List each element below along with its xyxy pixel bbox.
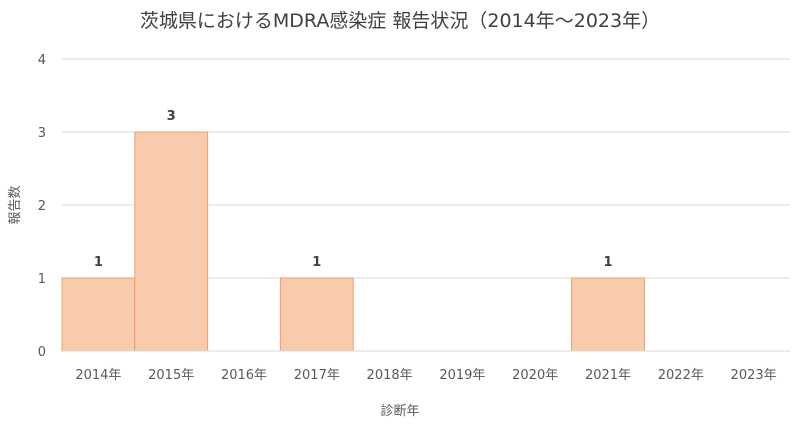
x-axis-label: 診断年 (380, 403, 419, 419)
y-axis-label: 報告数 (8, 185, 23, 224)
bars (61, 131, 645, 352)
y-tick-label: 0 (38, 345, 46, 360)
x-tick-label: 2016年 (221, 368, 267, 383)
x-axis-ticks: 2014年 2015年 2016年 2017年 2018年 2019年 2020年 2021年… (75, 368, 776, 383)
bar (279, 277, 354, 352)
x-tick-label: 2014年 (75, 368, 121, 383)
bar (134, 131, 209, 352)
x-tick-label: 2023年 (731, 368, 777, 383)
y-tick-label: 4 (38, 53, 46, 68)
data-labels: 1 3 1 1 (94, 109, 613, 270)
chart-title: 茨城県におけるMDRA感染症 報告状況（2014年～2023年） (140, 10, 660, 32)
y-axis-ticks: 0 1 2 3 4 (38, 53, 46, 360)
x-tick-label: 2019年 (439, 368, 485, 383)
y-tick-label: 1 (38, 272, 46, 287)
x-tick-label: 2015年 (148, 368, 194, 383)
y-tick-label: 2 (38, 199, 46, 214)
data-label: 1 (312, 255, 321, 270)
x-tick-label: 2020年 (512, 368, 558, 383)
bar (571, 277, 645, 352)
x-tick-label: 2018年 (367, 368, 413, 383)
bar (61, 277, 136, 352)
data-label: 3 (167, 109, 176, 124)
y-tick-label: 3 (38, 126, 46, 141)
data-label: 1 (94, 255, 103, 270)
x-tick-label: 2022年 (658, 368, 704, 383)
data-label: 1 (603, 255, 612, 270)
x-tick-label: 2017年 (294, 368, 340, 383)
x-tick-label: 2021年 (585, 368, 631, 383)
